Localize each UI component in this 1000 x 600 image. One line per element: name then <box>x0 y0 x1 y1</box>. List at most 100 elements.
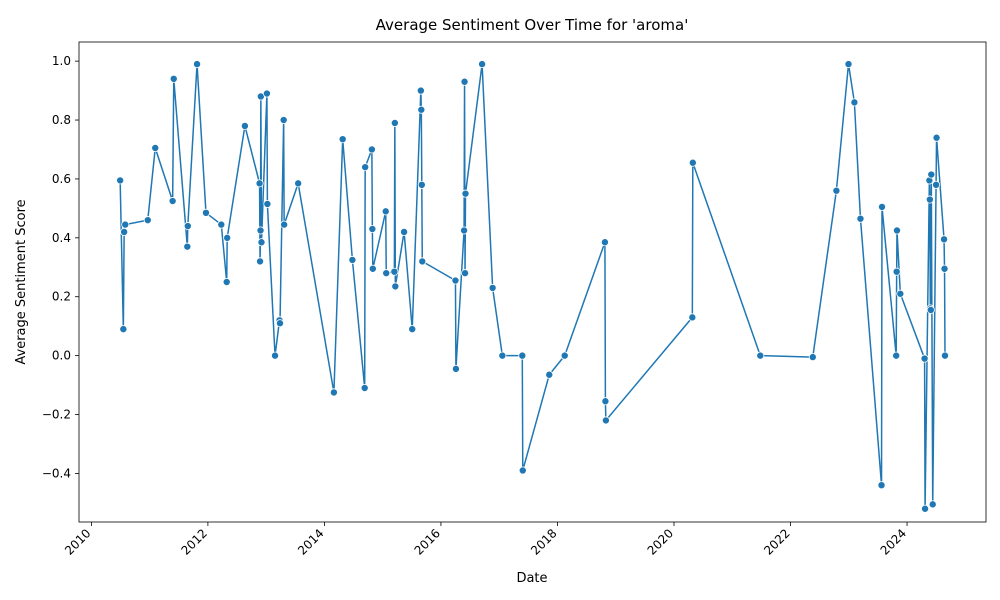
data-point <box>271 351 280 360</box>
data-point <box>451 276 460 285</box>
data-point <box>601 397 610 406</box>
data-point <box>116 176 125 185</box>
data-point <box>183 222 192 231</box>
data-point <box>892 267 901 276</box>
data-point <box>257 238 266 247</box>
data-point <box>688 158 697 167</box>
data-point <box>932 180 941 189</box>
data-point <box>461 269 470 278</box>
y-tick-label: 0.0 <box>52 349 71 363</box>
data-point <box>120 227 129 236</box>
data-point <box>217 220 226 229</box>
series-layer <box>116 60 950 513</box>
data-point <box>390 267 399 276</box>
data-point <box>688 313 697 322</box>
data-point <box>400 227 409 236</box>
data-point <box>850 98 859 107</box>
data-point <box>417 180 426 189</box>
data-point <box>941 351 950 360</box>
data-point <box>416 86 425 95</box>
data-point <box>121 220 130 229</box>
data-point <box>338 135 347 144</box>
data-point <box>601 416 610 425</box>
data-point <box>201 208 210 217</box>
data-point <box>832 186 841 195</box>
data-point <box>926 305 935 314</box>
data-point <box>877 481 886 490</box>
y-tick-label: 0.2 <box>52 290 71 304</box>
plot-area <box>78 41 987 523</box>
data-point <box>240 121 249 130</box>
data-point <box>844 60 853 69</box>
data-point <box>460 77 469 86</box>
data-point <box>417 105 426 114</box>
data-point <box>381 207 390 216</box>
data-point <box>927 170 936 179</box>
data-point <box>390 118 399 127</box>
data-point <box>275 319 284 328</box>
data-point <box>382 269 391 278</box>
data-point <box>294 179 303 188</box>
data-point <box>119 325 128 334</box>
y-tick-label: 0.4 <box>52 231 71 245</box>
data-point <box>368 224 377 233</box>
y-tick-label: 1.0 <box>52 54 71 68</box>
y-tick-label: −0.2 <box>42 408 71 422</box>
x-axis-title: Date <box>516 571 547 586</box>
data-point <box>892 351 901 360</box>
data-point <box>600 238 609 247</box>
data-point <box>280 220 289 229</box>
data-point <box>418 257 427 266</box>
data-point <box>921 504 930 513</box>
data-point <box>360 384 369 393</box>
y-axis: −0.4 −0.2 0.0 0.2 0.4 0.6 0.8 1.0 <box>42 54 79 480</box>
data-point <box>925 195 934 204</box>
data-point <box>940 235 949 244</box>
data-point <box>223 233 232 242</box>
data-point <box>256 226 265 235</box>
data-point <box>348 255 357 264</box>
data-point <box>518 351 527 360</box>
plot-frame <box>78 41 987 523</box>
data-point <box>183 242 192 251</box>
data-point <box>892 226 901 235</box>
data-point <box>896 289 905 298</box>
data-point <box>928 500 937 509</box>
data-point <box>143 216 152 225</box>
y-tick-label: 0.6 <box>52 172 71 186</box>
data-point <box>329 388 338 397</box>
data-point <box>391 282 400 291</box>
data-point <box>256 257 265 266</box>
data-point <box>193 60 202 69</box>
data-point <box>856 214 865 223</box>
data-point <box>518 466 527 475</box>
data-point <box>255 179 264 188</box>
data-point <box>932 133 941 142</box>
data-point <box>222 277 231 286</box>
data-point <box>168 197 177 206</box>
data-point <box>478 60 487 69</box>
y-tick-label: −0.4 <box>42 466 71 480</box>
y-axis-title: Average Sentiment Score <box>14 199 29 364</box>
data-point <box>361 163 370 172</box>
data-point <box>756 351 765 360</box>
data-point <box>461 189 470 198</box>
data-point <box>560 351 569 360</box>
chart-title: Average Sentiment Over Time for 'aroma' <box>376 16 689 34</box>
data-point <box>808 353 817 362</box>
data-point <box>545 370 554 379</box>
data-point <box>878 202 887 211</box>
data-point <box>169 74 178 83</box>
data-point <box>367 145 376 154</box>
data-point <box>408 325 417 334</box>
y-tick-label: 0.8 <box>52 113 71 127</box>
data-point <box>920 354 929 363</box>
data-point <box>451 364 460 373</box>
data-point <box>368 264 377 273</box>
data-point <box>279 116 288 125</box>
data-point <box>151 144 160 153</box>
data-point <box>263 199 272 208</box>
data-point <box>488 283 497 292</box>
data-point <box>262 89 271 98</box>
